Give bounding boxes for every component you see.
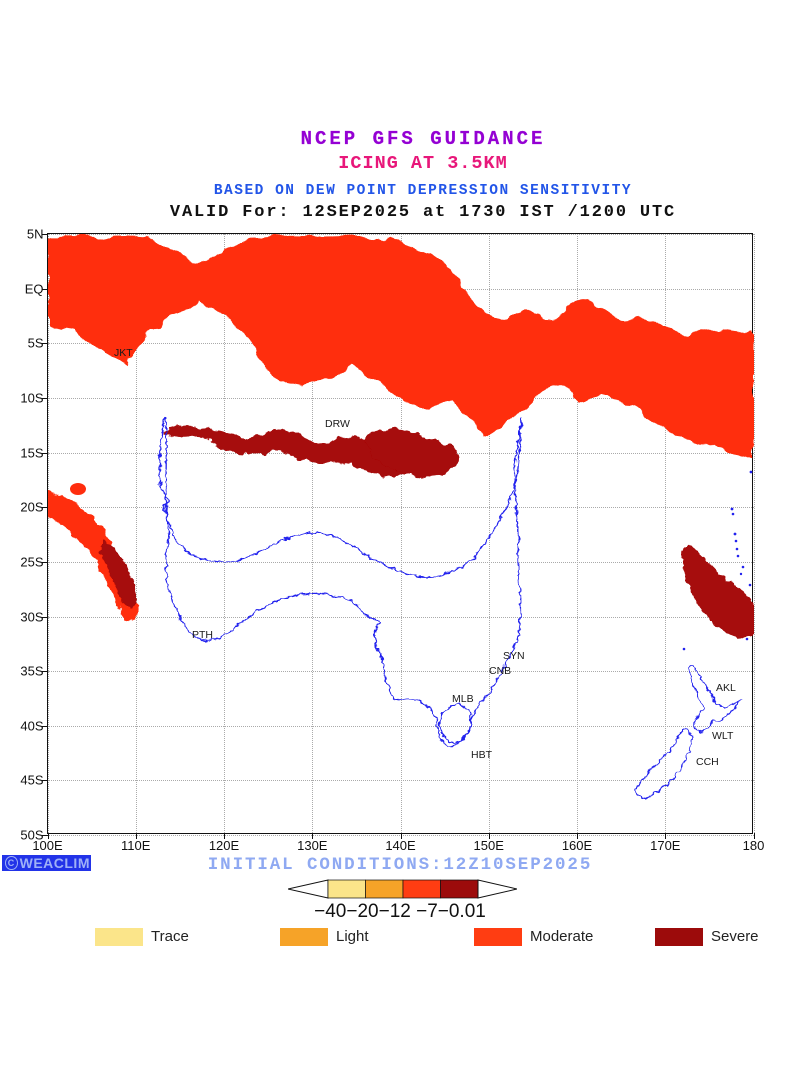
- svg-text:HBT: HBT: [471, 749, 493, 761]
- svg-text:JKT: JKT: [114, 347, 133, 359]
- svg-text:CCH: CCH: [696, 756, 719, 768]
- svg-text:PTH: PTH: [192, 629, 213, 641]
- svg-text:CNB: CNB: [489, 665, 511, 677]
- svg-text:MLB: MLB: [452, 693, 474, 705]
- svg-text:SYN: SYN: [503, 650, 525, 662]
- svg-text:DRW: DRW: [325, 418, 350, 430]
- svg-text:WLT: WLT: [712, 730, 734, 742]
- svg-text:AKL: AKL: [716, 682, 736, 694]
